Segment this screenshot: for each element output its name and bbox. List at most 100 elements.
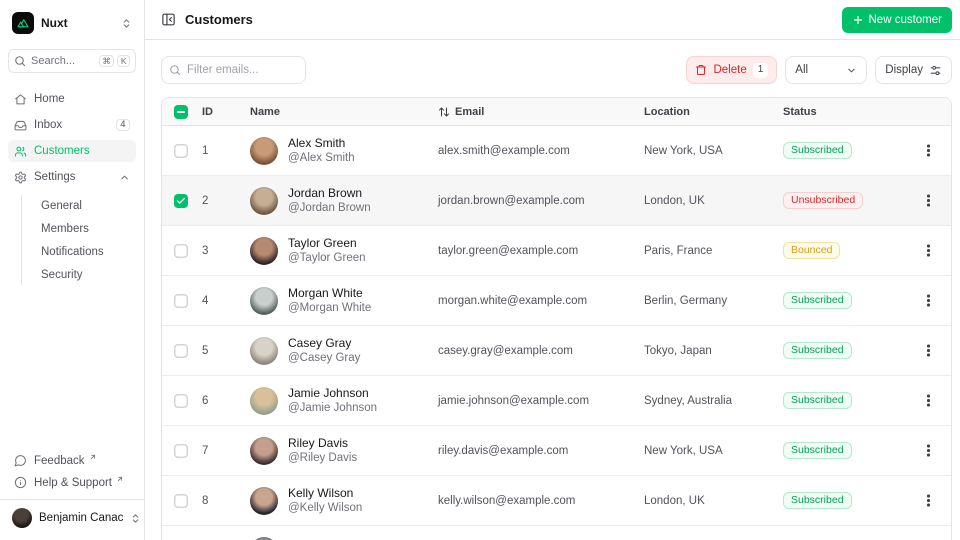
sidebar-nav: Home Inbox 4 Customers Settings [8, 88, 136, 285]
sidebar-item-notifications[interactable]: Notifications [41, 245, 104, 258]
sidebar-item-label: Settings [34, 171, 76, 183]
display-button[interactable]: Display [875, 56, 952, 84]
sidebar: Nuxt Search... ⌘ K Home [0, 0, 145, 540]
column-header-email: Email [455, 105, 485, 118]
row-id: 8 [202, 494, 209, 507]
sidebar-footer: Feedback Help & Support Benjamin Canac [0, 450, 144, 540]
row-checkbox[interactable] [174, 393, 188, 408]
row-checkbox[interactable] [174, 243, 188, 258]
inbox-count-badge: 4 [116, 119, 130, 132]
avatar [250, 336, 278, 365]
sidebar-collapse-icon[interactable] [161, 12, 176, 27]
ellipsis-vertical-icon [927, 199, 930, 202]
status-badge: Subscribed [783, 341, 852, 360]
inbox-icon [14, 119, 27, 132]
table-row[interactable]: 1 Alex Smith @Alex Smith alex.smith@exam… [162, 126, 951, 176]
row-id: 4 [202, 294, 209, 307]
customer-name: Alex Smith [288, 135, 346, 150]
customer-location: New York, USA [644, 444, 723, 457]
kbd-cmd: ⌘ [98, 55, 115, 67]
footer-item-label: Feedback [34, 454, 85, 467]
sidebar-item-customers[interactable]: Customers [8, 140, 136, 162]
table-row[interactable]: 3 Taylor Green @Taylor Green taylor.gree… [162, 226, 951, 276]
row-actions-menu[interactable] [919, 245, 938, 256]
row-checkbox[interactable] [174, 193, 188, 208]
sidebar-item-feedback[interactable]: Feedback [8, 450, 136, 471]
sidebar-item-security[interactable]: Security [41, 268, 83, 281]
row-id: 3 [202, 244, 209, 257]
ellipsis-vertical-icon [927, 349, 930, 352]
sidebar-item-general[interactable]: General [41, 199, 82, 212]
customer-location: Berlin, Germany [644, 294, 728, 307]
customer-handle: @Taylor Green [288, 251, 366, 264]
new-customer-button[interactable]: New customer [841, 6, 952, 33]
avatar [250, 286, 278, 315]
search-shortcut: ⌘ K [98, 55, 130, 67]
row-actions-menu[interactable] [919, 145, 938, 156]
content-area: Delete 1 All Display [145, 40, 960, 540]
avatar [250, 186, 278, 215]
delete-count-badge: 1 [752, 62, 769, 78]
display-label: Display [885, 64, 923, 76]
sidebar-item-inbox[interactable]: Inbox 4 [8, 114, 136, 136]
status-filter-value: All [795, 64, 809, 76]
filter-emails-input[interactable] [187, 64, 298, 76]
filter-emails-input-wrap [161, 56, 306, 84]
row-actions-menu[interactable] [919, 395, 938, 406]
column-header-email-sort[interactable]: Email [438, 106, 484, 118]
customer-email: casey.gray@example.com [438, 344, 573, 357]
table-row[interactable]: 5 Casey Gray @Casey Gray casey.gray@exam… [162, 326, 951, 376]
plus-icon [852, 14, 864, 26]
status-filter-select[interactable]: All [785, 56, 868, 84]
table-row[interactable] [162, 526, 951, 540]
customer-location: London, UK [644, 494, 705, 507]
row-id: 7 [202, 444, 209, 457]
row-checkbox[interactable] [174, 343, 188, 358]
row-actions-menu[interactable] [919, 195, 938, 206]
customer-name: Casey Gray [288, 335, 352, 350]
column-header-name: Name [250, 105, 280, 118]
sidebar-item-settings[interactable]: Settings [8, 166, 136, 188]
customer-handle: @Jamie Johnson [288, 401, 378, 414]
workspace-switcher[interactable]: Nuxt [8, 10, 136, 36]
status-badge: Subscribed [783, 391, 852, 410]
select-all-checkbox[interactable] [174, 104, 188, 119]
status-badge: Subscribed [783, 141, 852, 160]
user-menu[interactable]: Benjamin Canac [0, 499, 144, 536]
row-checkbox[interactable] [174, 143, 188, 158]
row-actions-menu[interactable] [919, 445, 938, 456]
sidebar-item-home[interactable]: Home [8, 88, 136, 110]
row-checkbox[interactable] [174, 443, 188, 458]
table-row[interactable]: 8 Kelly Wilson @Kelly Wilson kelly.wilso… [162, 476, 951, 526]
table-row[interactable]: 4 Morgan White @Morgan White morgan.whit… [162, 276, 951, 326]
sort-arrows-icon [438, 106, 450, 118]
sidebar-item-members[interactable]: Members [41, 222, 89, 235]
toolbar-actions: Delete 1 All Display [686, 56, 952, 84]
status-badge: Bounced [783, 241, 841, 260]
row-actions-menu[interactable] [919, 295, 938, 306]
sidebar-item-help-support[interactable]: Help & Support [8, 472, 136, 493]
kbd-k: K [117, 55, 130, 67]
customer-email: taylor.green@example.com [438, 244, 579, 257]
customer-name: Taylor Green [288, 235, 357, 250]
row-checkbox[interactable] [174, 293, 188, 308]
external-link-icon [116, 475, 124, 483]
row-actions-menu[interactable] [919, 495, 938, 506]
row-actions-menu[interactable] [919, 345, 938, 356]
table-row[interactable]: 2 Jordan Brown @Jordan Brown jordan.brow… [162, 176, 951, 226]
trash-icon [695, 64, 707, 76]
user-name: Benjamin Canac [39, 512, 124, 524]
customer-name: Morgan White [288, 285, 363, 300]
chevron-up-down-icon [130, 513, 141, 524]
row-id: 5 [202, 344, 209, 357]
row-id: 2 [202, 194, 209, 207]
row-checkbox[interactable] [174, 493, 188, 508]
table-row[interactable]: 6 Jamie Johnson @Jamie Johnson jamie.joh… [162, 376, 951, 426]
table-row[interactable]: 7 Riley Davis @Riley Davis riley.davis@e… [162, 426, 951, 476]
footer-item-label: Help & Support [34, 476, 112, 489]
column-header-id: ID [202, 105, 213, 118]
delete-button[interactable]: Delete 1 [686, 56, 778, 84]
search-input[interactable]: Search... ⌘ K [8, 49, 136, 73]
customer-email: kelly.wilson@example.com [438, 494, 576, 507]
status-badge: Subscribed [783, 291, 852, 310]
